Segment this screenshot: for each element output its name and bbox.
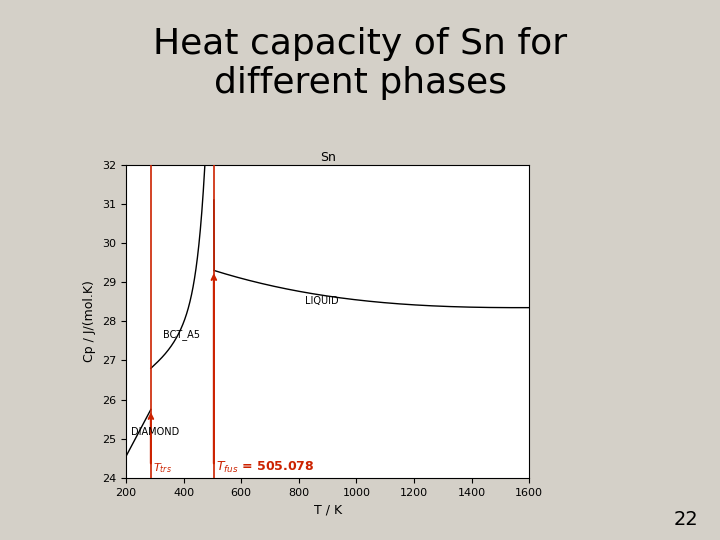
- Text: 22: 22: [674, 510, 698, 529]
- Text: BCT_A5: BCT_A5: [163, 329, 200, 340]
- Text: $T_{trs}$: $T_{trs}$: [153, 461, 172, 475]
- Text: DIAMOND: DIAMOND: [131, 427, 179, 437]
- X-axis label: T / K: T / K: [313, 503, 342, 516]
- Y-axis label: Cp / J/(mol.K): Cp / J/(mol.K): [84, 280, 96, 362]
- Text: LIQUID: LIQUID: [305, 296, 338, 306]
- Text: Heat capacity of Sn for
different phases: Heat capacity of Sn for different phases: [153, 27, 567, 100]
- Title: Sn: Sn: [320, 151, 336, 164]
- Text: $T_{fus}$ = 505.078: $T_{fus}$ = 505.078: [216, 460, 315, 475]
